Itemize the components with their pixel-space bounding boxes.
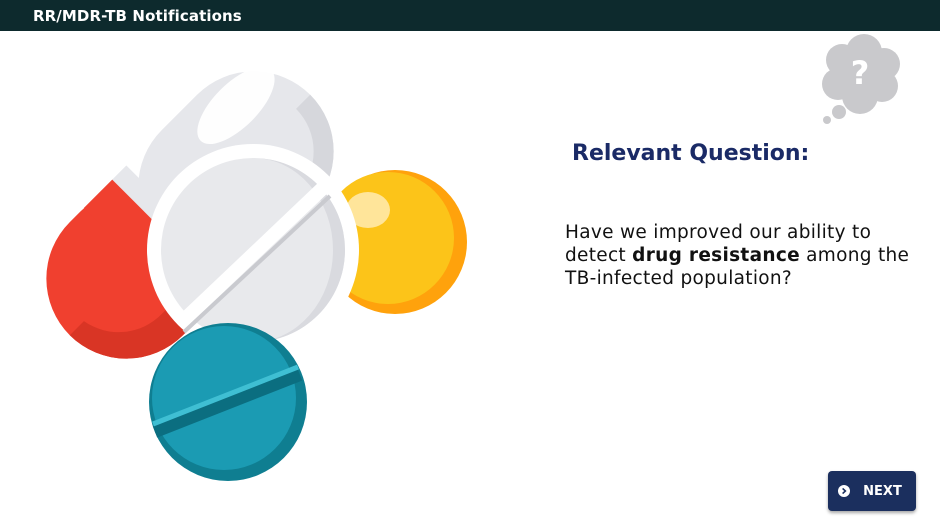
question-text-emphasis: drug resistance [632, 245, 800, 266]
chevron-right-circle-icon [838, 485, 851, 497]
question-text-start: Have we improved our ability to detect [565, 222, 872, 266]
header-bar: RR/MDR-TB Notifications [0, 0, 940, 31]
next-label: NEXT [863, 483, 902, 499]
question-text: Have we improved our ability to detect d… [565, 221, 915, 290]
next-button[interactable]: NEXT [828, 471, 916, 511]
white-pill [147, 144, 359, 356]
pills-illustration [46, 66, 467, 481]
teal-pill [149, 323, 307, 481]
question-heading: Relevant Question: [572, 141, 810, 166]
question-text-end: among the TB-infected population? [565, 245, 910, 289]
page-title: RR/MDR-TB Notifications [33, 7, 242, 25]
question-mark: ? [851, 54, 870, 92]
thought-bubble-icon: ? [822, 34, 900, 124]
